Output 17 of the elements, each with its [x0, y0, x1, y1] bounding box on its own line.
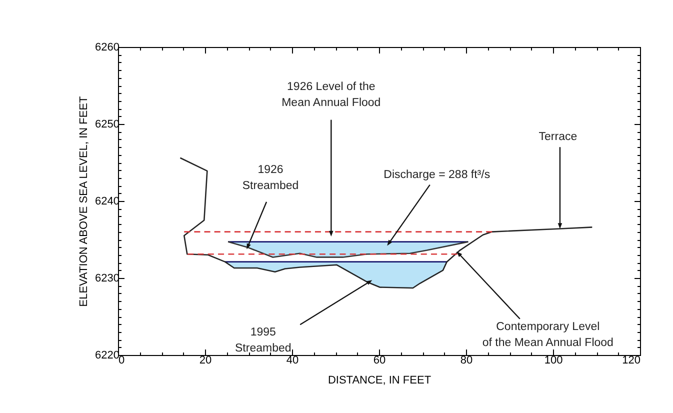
- x-tick-label: 100: [544, 354, 563, 366]
- x-tick-label: 60: [373, 354, 386, 366]
- line-series: [180, 157, 593, 289]
- annotation: Terrace: [538, 131, 578, 144]
- annotation: 1926 Level of the Mean Annual Flood: [282, 80, 381, 109]
- x-tick-label: 20: [199, 354, 212, 366]
- annotation: Discharge = 288 ft³/s: [384, 168, 490, 181]
- x-tick-label: 0: [118, 354, 125, 366]
- annotation: Contemporary Level of the Mean Annual Flood: [482, 320, 614, 349]
- annotation: 1995 Streambed: [234, 326, 292, 355]
- x-tick-label: 120: [622, 354, 640, 366]
- y-axis-title: ELEVATION ABOVE SEA LEVEL, IN FEET: [78, 96, 90, 307]
- x-tick-label: 80: [460, 354, 473, 366]
- annotation: 1926 Streambed: [242, 164, 299, 192]
- x-axis-title: DISTANCE, IN FEET: [328, 374, 432, 386]
- x-tick-label: 40: [286, 354, 299, 366]
- y-tick-label: 6260: [95, 42, 120, 54]
